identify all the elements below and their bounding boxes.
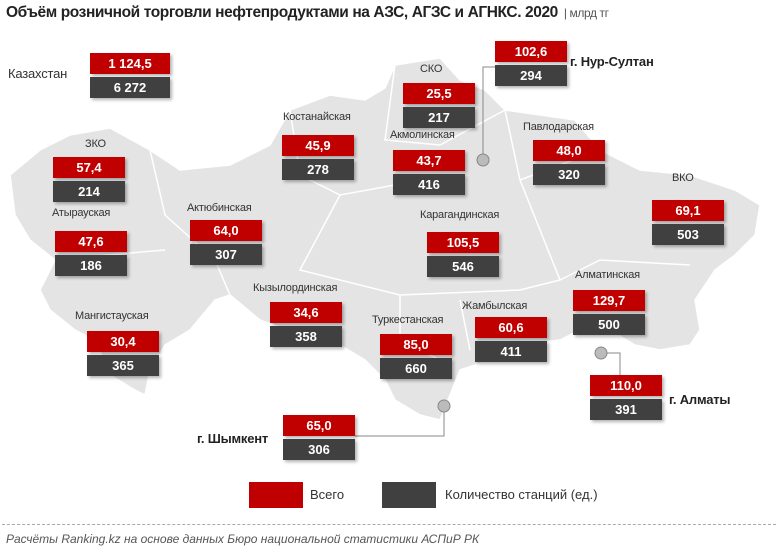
unit-label: | млрд тг xyxy=(563,6,609,20)
total-value: 30,4 xyxy=(87,331,159,352)
stations-value: 416 xyxy=(393,174,465,195)
region-label: г. Шымкент xyxy=(197,431,269,446)
region-values: 30,4 365 xyxy=(87,331,159,376)
region-label: г. Нур-Султан xyxy=(570,54,654,69)
total-value: 1 124,5 xyxy=(90,53,170,74)
city-markers xyxy=(355,66,621,437)
stations-value: 391 xyxy=(590,399,662,420)
total-value: 60,6 xyxy=(475,317,547,338)
stations-value: 503 xyxy=(652,224,724,245)
region-label: Атырауская xyxy=(52,207,111,219)
stations-value: 294 xyxy=(495,65,567,86)
stations-value: 320 xyxy=(533,164,605,185)
stations-value: 411 xyxy=(475,341,547,362)
stations-value: 500 xyxy=(573,314,645,335)
stations-value: 306 xyxy=(283,439,355,460)
stations-value: 307 xyxy=(190,244,262,265)
source-note: Расчёты Ranking.kz на основе данных Бюро… xyxy=(6,532,480,546)
region-label: г. Алматы xyxy=(669,392,731,407)
stations-value: 6 272 xyxy=(90,77,170,98)
total-value: 129,7 xyxy=(573,290,645,311)
region-label: Жамбылская xyxy=(462,300,528,312)
stations-value: 358 xyxy=(270,326,342,347)
total-value: 65,0 xyxy=(283,415,355,436)
region-label: Павлодарская xyxy=(523,121,594,133)
region-values: 69,1 503 xyxy=(652,200,724,245)
region-label: Карагандинская xyxy=(420,209,500,221)
region-values: 110,0 391 xyxy=(590,375,662,420)
stations-value: 365 xyxy=(87,355,159,376)
legend-label-stations: Количество станций (ед.) xyxy=(445,487,598,502)
page-title: Объём розничной торговли нефтепродуктами… xyxy=(6,4,609,22)
stations-value: 546 xyxy=(427,256,499,277)
total-value: 69,1 xyxy=(652,200,724,221)
stations-value: 217 xyxy=(403,107,475,128)
region-label: Казахстан xyxy=(8,66,68,81)
stations-value: 214 xyxy=(53,181,125,202)
region-values: 129,7 500 xyxy=(573,290,645,335)
region-values: 34,6 358 xyxy=(270,302,342,347)
legend-swatch-stations xyxy=(382,482,436,508)
total-value: 34,6 xyxy=(270,302,342,323)
stations-value: 278 xyxy=(282,159,354,180)
region-values: 47,6 186 xyxy=(55,231,127,276)
region-label: Акмолинская xyxy=(390,129,455,141)
total-value: 105,5 xyxy=(427,232,499,253)
region-label: ЗКО xyxy=(85,138,106,150)
region-values: 85,0 660 xyxy=(380,334,452,379)
region-label: Актюбинская xyxy=(187,202,252,214)
region-values: 65,0 306 xyxy=(283,415,355,460)
total-value: 85,0 xyxy=(380,334,452,355)
total-value: 48,0 xyxy=(533,140,605,161)
total-value: 57,4 xyxy=(53,157,125,178)
legend-swatch-total xyxy=(249,482,303,508)
region-values: 45,9 278 xyxy=(282,135,354,180)
region-values: 105,5 546 xyxy=(427,232,499,277)
region-values: 1 124,5 6 272 xyxy=(90,53,170,98)
stations-value: 660 xyxy=(380,358,452,379)
total-value: 45,9 xyxy=(282,135,354,156)
total-value: 110,0 xyxy=(590,375,662,396)
total-value: 43,7 xyxy=(393,150,465,171)
region-label: Мангистауская xyxy=(75,310,149,322)
region-label: Кызылординская xyxy=(253,282,338,294)
title-text: Объём розничной торговли нефтепродуктами… xyxy=(6,4,558,21)
region-values: 64,0 307 xyxy=(190,220,262,265)
region-values: 102,6 294 xyxy=(495,41,567,86)
region-values: 48,0 320 xyxy=(533,140,605,185)
stations-value: 186 xyxy=(55,255,127,276)
region-label: ВКО xyxy=(672,172,694,184)
legend-label-total: Всего xyxy=(310,487,345,502)
region-values: 57,4 214 xyxy=(53,157,125,202)
region-values: 25,5 217 xyxy=(403,83,475,128)
region-label: Алматинская xyxy=(575,269,640,281)
region-label: Туркестанская xyxy=(372,314,444,326)
total-value: 102,6 xyxy=(495,41,567,62)
region-label: Костанайская xyxy=(283,111,351,123)
region-values: 43,7 416 xyxy=(393,150,465,195)
region-values: 60,6 411 xyxy=(475,317,547,362)
total-value: 25,5 xyxy=(403,83,475,104)
total-value: 64,0 xyxy=(190,220,262,241)
total-value: 47,6 xyxy=(55,231,127,252)
divider xyxy=(2,524,776,525)
region-label: СКО xyxy=(420,63,443,75)
